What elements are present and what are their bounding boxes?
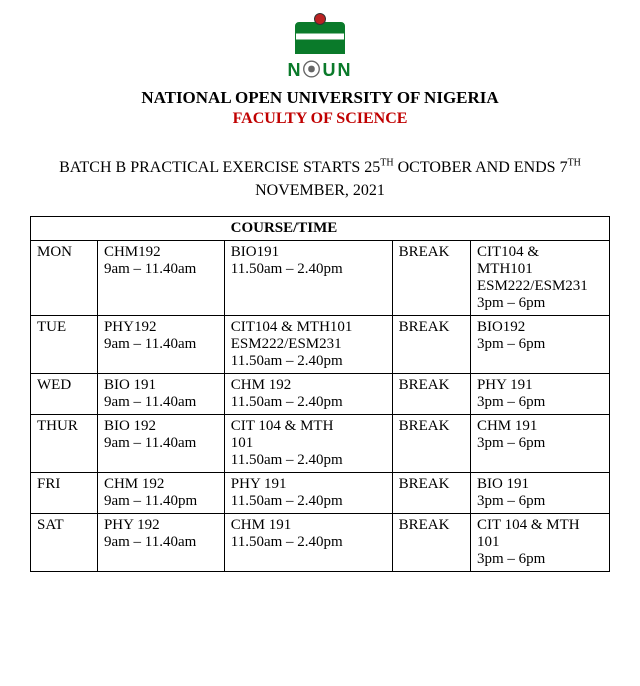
cell-text: 9am – 11.40am — [104, 394, 218, 411]
cell-text: 101 — [231, 435, 386, 452]
cell-text: 11.50am – 2.40pm — [231, 353, 386, 370]
cell-text: 3pm – 6pm — [477, 435, 603, 452]
cell-text: 3pm – 6pm — [477, 394, 603, 411]
slot-cell: BIO19111.50am – 2.40pm — [224, 241, 392, 316]
slot-cell: CIT104 & MTH101ESM222/ESM23111.50am – 2.… — [224, 316, 392, 374]
university-name: NATIONAL OPEN UNIVERSITY OF NIGERIA — [30, 88, 610, 108]
cell-text: PHY 191 — [477, 377, 603, 394]
cell-text: CHM 191 — [477, 418, 603, 435]
cell-text: 9am – 11.40am — [104, 534, 218, 551]
header-spacer — [31, 217, 98, 241]
cell-text: 9am – 11.40am — [104, 336, 218, 353]
cell-text: ESM222/ESM231 — [477, 278, 603, 295]
cell-text: 3pm – 6pm — [477, 336, 603, 353]
cell-text: 11.50am – 2.40pm — [231, 534, 386, 551]
day-cell: MON — [31, 241, 98, 316]
cell-text: 11.50am – 2.40pm — [231, 452, 386, 469]
break-cell: BREAK — [392, 473, 470, 514]
slot-cell: CIT 104 & MTH10111.50am – 2.40pm — [224, 415, 392, 473]
cell-text: CHM 191 — [231, 517, 386, 534]
slot-cell: PHY 19111.50am – 2.40pm — [224, 473, 392, 514]
day-cell: THUR — [31, 415, 98, 473]
cell-text: MTH101 — [477, 261, 603, 278]
table-row: THURBIO 1929am – 11.40amCIT 104 & MTH101… — [31, 415, 610, 473]
cell-text: 3pm – 6pm — [477, 493, 603, 510]
day-cell: TUE — [31, 316, 98, 374]
table-header-row: COURSE/TIME — [31, 217, 610, 241]
header-spacer — [470, 217, 609, 241]
cell-text: BIO 191 — [104, 377, 218, 394]
cell-text: BIO191 — [231, 244, 386, 261]
cell-text: BIO192 — [477, 319, 603, 336]
cell-text: 11.50am – 2.40pm — [231, 394, 386, 411]
logo-icon: N⦿UN — [288, 22, 353, 82]
slot-cell: CHM1929am – 11.40am — [97, 241, 224, 316]
cell-text: 3pm – 6pm — [477, 551, 603, 568]
slot-cell: CHM 19211.50am – 2.40pm — [224, 374, 392, 415]
table-row: WEDBIO 1919am – 11.40amCHM 19211.50am – … — [31, 374, 610, 415]
cell-text: 9am – 11.40pm — [104, 493, 218, 510]
faculty-name: FACULTY OF SCIENCE — [30, 110, 610, 128]
cell-text: CIT104 & — [477, 244, 603, 261]
cell-text: PHY 192 — [104, 517, 218, 534]
slot-cell: PHY1929am – 11.40am — [97, 316, 224, 374]
slot-cell: CIT104 &MTH101ESM222/ESM2313pm – 6pm — [470, 241, 609, 316]
slot-cell: CHM 19111.50am – 2.40pm — [224, 514, 392, 572]
cell-text: 9am – 11.40am — [104, 435, 218, 452]
slot-cell: BIO 1913pm – 6pm — [470, 473, 609, 514]
cell-text: 9am – 11.40am — [104, 261, 218, 278]
batch-notice: BATCH B PRACTICAL EXERCISE STARTS 25TH O… — [30, 156, 610, 202]
break-cell: BREAK — [392, 374, 470, 415]
cell-text: CIT 104 & MTH — [477, 517, 603, 534]
cell-text: PHY 191 — [231, 476, 386, 493]
slot-cell: BIO 1919am – 11.40am — [97, 374, 224, 415]
break-cell: BREAK — [392, 514, 470, 572]
slot-cell: CIT 104 & MTH1013pm – 6pm — [470, 514, 609, 572]
logo-letter: ⦿ — [303, 60, 323, 80]
cell-text: BIO 191 — [477, 476, 603, 493]
break-cell: BREAK — [392, 415, 470, 473]
cell-text: PHY192 — [104, 319, 218, 336]
slot-cell: PHY 1913pm – 6pm — [470, 374, 609, 415]
day-cell: FRI — [31, 473, 98, 514]
slot-cell: PHY 1929am – 11.40am — [97, 514, 224, 572]
cell-text: 101 — [477, 534, 603, 551]
timetable: COURSE/TIME MONCHM1929am – 11.40amBIO191… — [30, 216, 610, 572]
cell-text: CHM 192 — [231, 377, 386, 394]
document-page: N⦿UN NATIONAL OPEN UNIVERSITY OF NIGERIA… — [0, 0, 640, 686]
logo-letter: UN — [323, 60, 353, 80]
cell-text: 11.50am – 2.40pm — [231, 493, 386, 510]
table-row: SATPHY 1929am – 11.40amCHM 19111.50am – … — [31, 514, 610, 572]
cell-text: 11.50am – 2.40pm — [231, 261, 386, 278]
slot-cell: BIO1923pm – 6pm — [470, 316, 609, 374]
cell-text: CHM192 — [104, 244, 218, 261]
break-cell: BREAK — [392, 316, 470, 374]
cell-text: CIT 104 & MTH — [231, 418, 386, 435]
cell-text: 3pm – 6pm — [477, 295, 603, 312]
table-row: FRICHM 1929am – 11.40pmPHY 19111.50am – … — [31, 473, 610, 514]
day-cell: SAT — [31, 514, 98, 572]
break-cell: BREAK — [392, 241, 470, 316]
table-row: TUEPHY1929am – 11.40amCIT104 & MTH101ESM… — [31, 316, 610, 374]
logo-block: N⦿UN — [30, 22, 610, 82]
table-row: MONCHM1929am – 11.40amBIO19111.50am – 2.… — [31, 241, 610, 316]
cell-text: BIO 192 — [104, 418, 218, 435]
slot-cell: CHM 1913pm – 6pm — [470, 415, 609, 473]
slot-cell: CHM 1929am – 11.40pm — [97, 473, 224, 514]
cell-text: CHM 192 — [104, 476, 218, 493]
cell-text: CIT104 & MTH101 — [231, 319, 386, 336]
cell-text: ESM222/ESM231 — [231, 336, 386, 353]
table-header: COURSE/TIME — [97, 217, 470, 241]
slot-cell: BIO 1929am – 11.40am — [97, 415, 224, 473]
day-cell: WED — [31, 374, 98, 415]
logo-letter: N — [288, 60, 303, 80]
